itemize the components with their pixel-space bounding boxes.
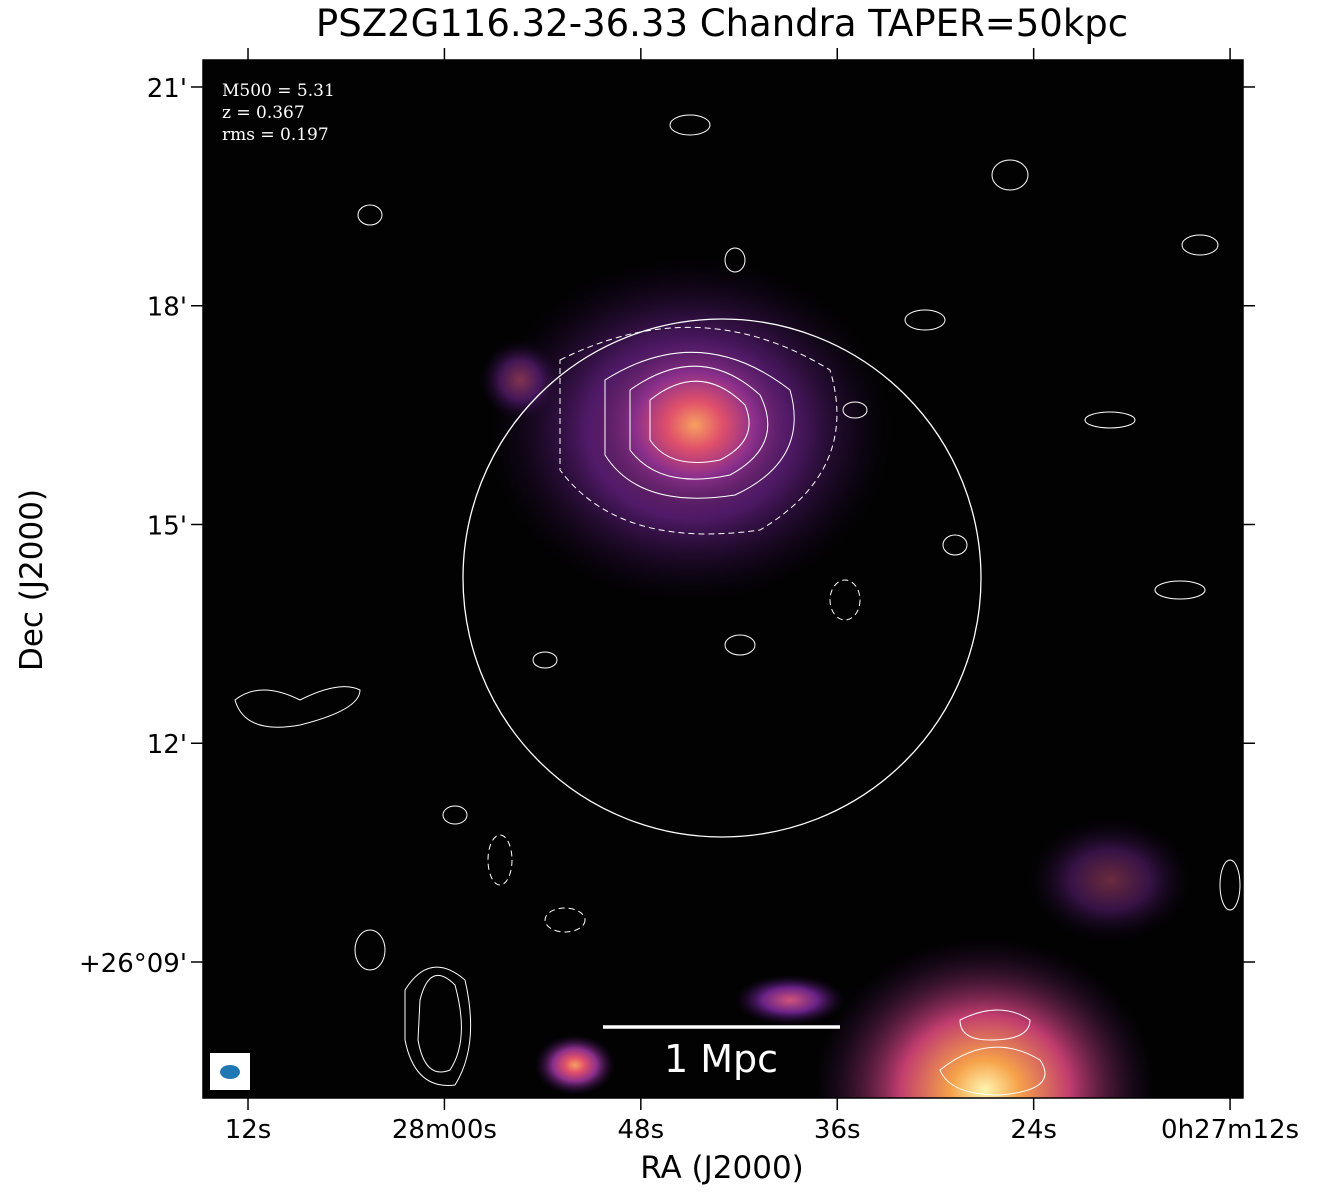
x-tick-label: 12s bbox=[225, 1115, 272, 1145]
x-axis-label: RA (J2000) bbox=[640, 1150, 804, 1186]
x-tick-label: 48s bbox=[618, 1115, 665, 1145]
x-tick-label: 28m00s bbox=[392, 1115, 497, 1145]
y-tick-label: 15' bbox=[147, 511, 187, 541]
y-tick-label: 21' bbox=[147, 74, 187, 104]
x-tick-label: 24s bbox=[1010, 1115, 1057, 1145]
chart-title: PSZ2G116.32-36.33 Chandra TAPER=50kpc bbox=[316, 2, 1128, 45]
y-tick-label: +26°09' bbox=[79, 949, 187, 979]
annotation: M500 = 5.31 bbox=[222, 81, 335, 101]
scale-bar-label: 1 Mpc bbox=[664, 1037, 778, 1081]
y-axis-label: Dec (J2000) bbox=[14, 489, 50, 671]
y-tick-label: 12' bbox=[147, 730, 187, 760]
image bbox=[203, 60, 1243, 1098]
y-tick-label: 18' bbox=[147, 293, 187, 323]
annotation: z = 0.367 bbox=[222, 103, 305, 123]
plot-frame bbox=[202, 59, 1244, 1099]
annotation: rms = 0.197 bbox=[222, 125, 329, 145]
x-tick-label: 0h27m12s bbox=[1161, 1115, 1299, 1145]
x-tick-label: 36s bbox=[814, 1115, 861, 1145]
